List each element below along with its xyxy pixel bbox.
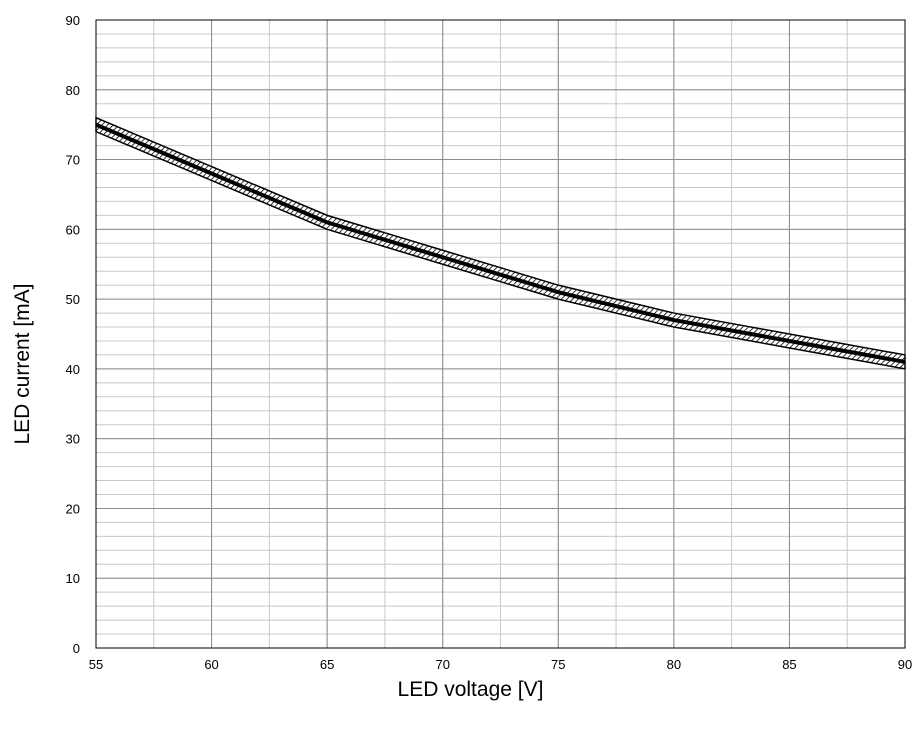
- y-tick-label: 20: [66, 501, 80, 516]
- x-tick-label: 55: [89, 657, 103, 672]
- x-tick-label: 60: [204, 657, 218, 672]
- x-tick-label: 75: [551, 657, 565, 672]
- y-tick-label: 60: [66, 222, 80, 237]
- y-tick-label: 10: [66, 571, 80, 586]
- x-tick-label: 80: [667, 657, 681, 672]
- series-0-point: [442, 256, 444, 258]
- y-tick-label: 40: [66, 362, 80, 377]
- y-tick-labels: 0 10 20 30 40 50 60 70 80 90: [66, 13, 80, 656]
- series-0-point: [557, 291, 559, 293]
- y-tick-label: 70: [66, 153, 80, 168]
- x-tick-labels: 55 60 65 70 75 80 85 90: [89, 657, 912, 672]
- series-0-point: [788, 340, 790, 342]
- y-tick-label: 50: [66, 292, 80, 307]
- x-tick-label: 85: [782, 657, 796, 672]
- series-0-line: [95, 122, 906, 364]
- series-0-point: [326, 221, 328, 223]
- y-tick-label: 90: [66, 13, 80, 28]
- plot-frame: [95, 19, 906, 649]
- y-axis-title: LED current [mA]: [11, 283, 34, 444]
- x-tick-label: 90: [898, 657, 912, 672]
- y-tick-label: 30: [66, 432, 80, 447]
- y-tick-label: 80: [66, 83, 80, 98]
- x-tick-label: 70: [435, 657, 449, 672]
- x-tick-label: 65: [320, 657, 334, 672]
- x-axis-title: LED voltage [V]: [398, 678, 544, 701]
- y-tick-label: 0: [73, 641, 80, 656]
- series-0-point: [673, 319, 675, 321]
- series-0-point: [211, 173, 213, 175]
